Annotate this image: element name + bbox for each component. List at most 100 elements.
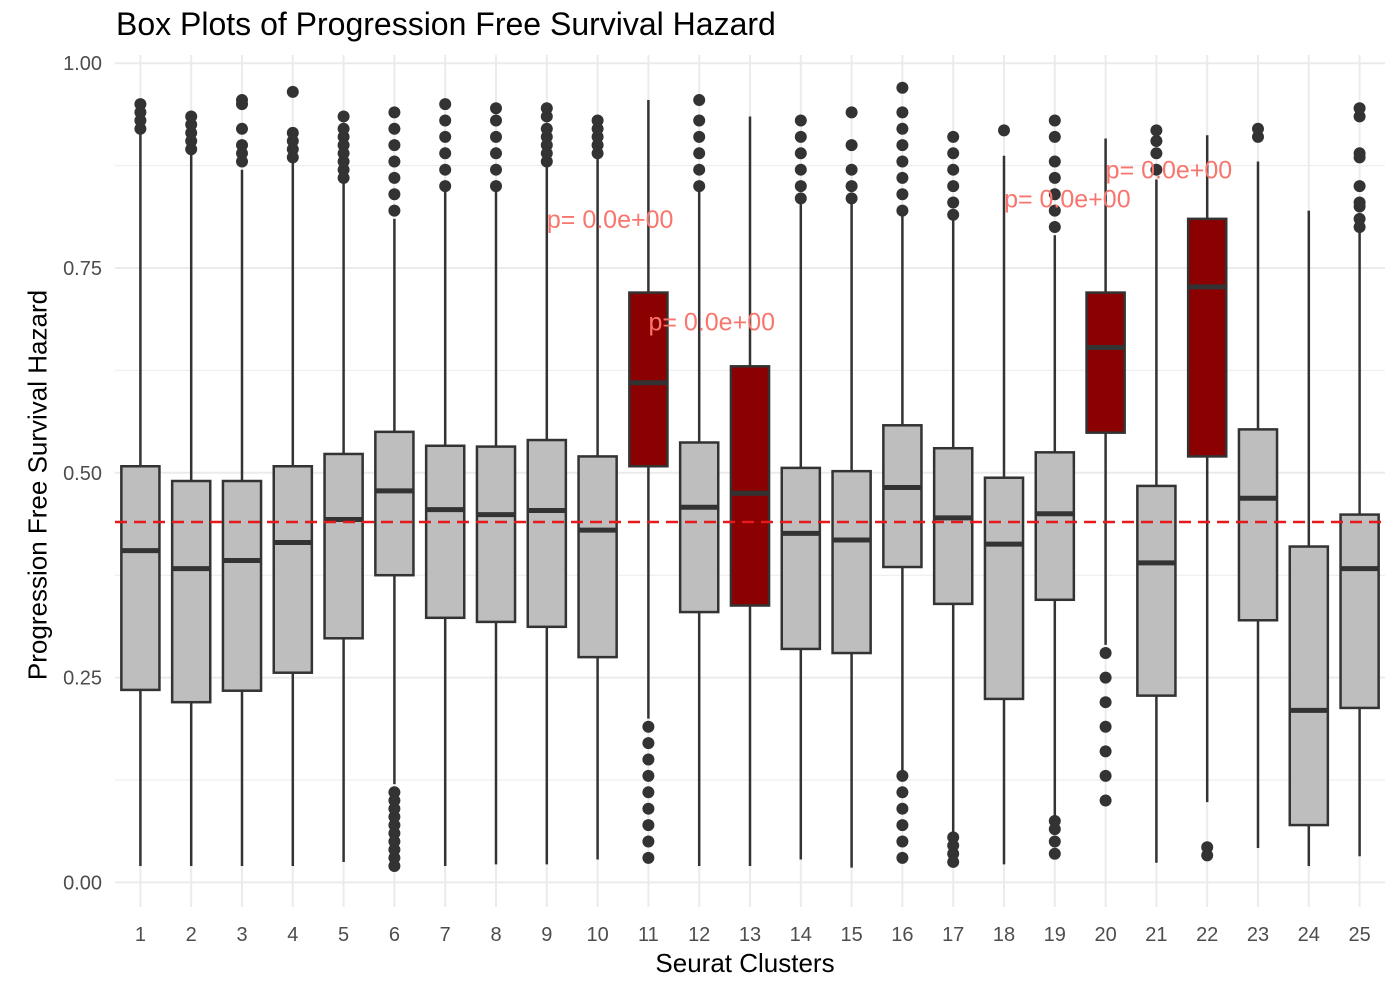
outlier-point	[1353, 147, 1366, 160]
outlier-point	[693, 94, 706, 107]
outlier-point	[439, 163, 452, 176]
outlier-point	[1099, 794, 1112, 807]
outlier-point	[490, 102, 502, 115]
outlier-point	[439, 180, 452, 193]
x-axis-label: Seurat Clusters	[655, 948, 835, 978]
outlier-point	[439, 114, 452, 127]
outlier-point	[388, 204, 401, 217]
outlier-point	[947, 831, 960, 844]
outlier-point	[439, 147, 452, 160]
outlier-point	[1353, 212, 1366, 225]
box-17	[932, 446, 974, 606]
box-5	[323, 452, 364, 640]
outlier-point	[236, 139, 248, 152]
y-tick-label: 1.00	[63, 53, 102, 75]
outlier-point	[642, 769, 655, 782]
box-12	[678, 441, 720, 614]
outlier-point	[947, 147, 960, 160]
outlier-point	[1099, 720, 1112, 733]
outlier-point	[642, 753, 655, 766]
box-8	[475, 445, 517, 624]
outlier-point	[185, 110, 198, 123]
outlier-point	[439, 98, 452, 111]
y-axis-label: Progression Free Survival Hazard	[22, 289, 53, 681]
outlier-point	[947, 163, 960, 176]
outlier-point	[1048, 814, 1061, 827]
x-tick-label: 16	[891, 924, 913, 946]
box-3	[221, 479, 263, 692]
outlier-point	[642, 786, 655, 799]
box-10	[577, 455, 618, 659]
x-tick-label: 10	[586, 924, 608, 946]
box-7	[424, 444, 466, 620]
outlier-point	[388, 122, 401, 135]
outlier-point	[1048, 847, 1061, 860]
box-4	[272, 465, 314, 674]
outlier-point	[896, 155, 909, 168]
outlier-point	[490, 180, 502, 193]
outlier-point	[794, 130, 807, 143]
outlier-point	[1048, 114, 1061, 127]
outlier-point	[896, 171, 909, 184]
chart-title: Box Plots of Progression Free Survival H…	[116, 6, 776, 42]
outlier-point	[286, 85, 299, 98]
outlier-point	[388, 786, 401, 799]
outlier-point	[896, 188, 909, 201]
x-tick-label: 22	[1196, 924, 1218, 946]
x-tick-label: 19	[1044, 924, 1066, 946]
outlier-point	[693, 147, 706, 160]
outlier-point	[1048, 835, 1061, 848]
outlier-point	[642, 819, 655, 832]
outlier-point	[1150, 163, 1163, 176]
outlier-point	[642, 835, 655, 848]
outlier-point	[794, 192, 807, 205]
outlier-point	[693, 114, 706, 127]
box-19	[1034, 451, 1076, 602]
x-tick-label: 5	[338, 924, 349, 946]
outlier-point	[1150, 124, 1163, 137]
box-18	[983, 476, 1025, 701]
x-tick-label: 17	[942, 924, 964, 946]
outlier-point	[490, 147, 502, 160]
outlier-point	[896, 769, 909, 782]
x-tick-label: 20	[1094, 924, 1116, 946]
outlier-point	[896, 835, 909, 848]
x-tick-label: 6	[389, 924, 400, 946]
outlier-point	[794, 147, 807, 160]
p-value-annotation: p= 0.0e+00	[648, 308, 775, 336]
outlier-point	[896, 122, 909, 135]
x-tick-label: 2	[186, 924, 197, 946]
outlier-point	[947, 180, 960, 193]
outlier-point	[540, 102, 553, 115]
outlier-point	[1353, 180, 1366, 193]
outlier-point	[1099, 647, 1112, 660]
box-13	[729, 365, 771, 607]
outlier-point	[845, 163, 858, 176]
outlier-point	[896, 802, 909, 815]
outlier-point	[998, 124, 1010, 137]
box-22	[1186, 217, 1228, 458]
outlier-point	[388, 155, 401, 168]
y-tick-label: 0.25	[63, 668, 102, 690]
box-11	[628, 291, 669, 468]
y-tick-label: 0.00	[63, 872, 102, 894]
x-tick-label: 18	[993, 924, 1015, 946]
box-20	[1085, 291, 1126, 434]
x-tick-label: 3	[236, 924, 247, 946]
outlier-point	[1150, 147, 1163, 160]
outlier-point	[1099, 671, 1112, 684]
outlier-point	[845, 192, 858, 205]
box-25	[1339, 513, 1380, 710]
outlier-point	[540, 122, 553, 135]
outlier-point	[388, 139, 401, 152]
outlier-point	[337, 122, 350, 135]
x-tick-label: 8	[490, 924, 501, 946]
outlier-point	[236, 122, 248, 135]
y-tick-label: 0.50	[63, 463, 102, 485]
box-24	[1288, 545, 1330, 827]
x-tick-label: 15	[840, 924, 862, 946]
outlier-point	[1099, 696, 1112, 709]
outlier-point	[845, 106, 858, 119]
outlier-point	[896, 851, 909, 864]
x-tick-label: 24	[1298, 924, 1320, 946]
